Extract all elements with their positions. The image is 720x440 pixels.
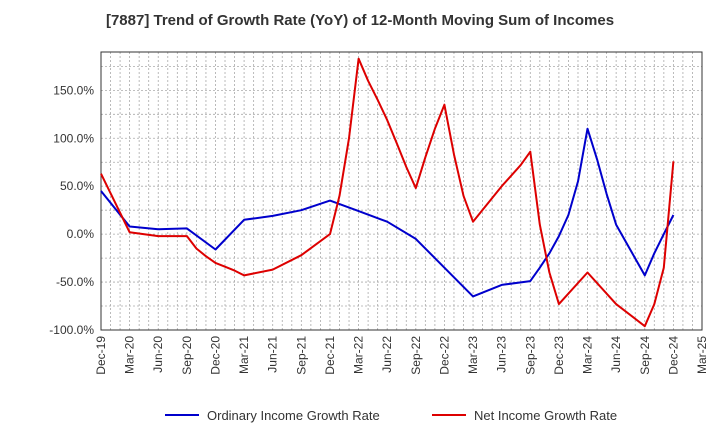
y-axis-ticks: -100.0% -50.0% 0.0% 50.0% 100.0% 150.0% bbox=[49, 83, 94, 337]
y-tick-label: 150.0% bbox=[53, 83, 94, 97]
x-tick-label: Jun-22 bbox=[380, 336, 394, 373]
x-tick-label: Sep-22 bbox=[409, 336, 423, 375]
x-tick-label: Sep-23 bbox=[523, 336, 537, 375]
x-tick-label: Dec-19 bbox=[94, 336, 108, 375]
y-tick-label: -100.0% bbox=[49, 323, 94, 337]
x-tick-label: Jun-23 bbox=[495, 336, 509, 373]
y-tick-label: 50.0% bbox=[60, 179, 94, 193]
x-tick-label: Sep-21 bbox=[294, 336, 308, 375]
x-tick-label: Dec-21 bbox=[323, 336, 337, 375]
y-tick-label: -50.0% bbox=[56, 275, 94, 289]
x-tick-label: Dec-20 bbox=[208, 336, 222, 375]
x-tick-label: Dec-24 bbox=[666, 336, 680, 375]
legend-item-net-income: Net Income Growth Rate bbox=[432, 404, 617, 426]
y-tick-label: 0.0% bbox=[67, 227, 95, 241]
x-axis-ticks: Dec-19 Mar-20 Jun-20 Sep-20 Dec-20 Mar-21 Jun-… bbox=[94, 336, 709, 375]
legend-swatch-ordinary-income bbox=[165, 414, 199, 416]
x-tick-label: Jun-20 bbox=[151, 336, 165, 373]
x-tick-label: Jun-21 bbox=[266, 336, 280, 373]
chart-title: [7887] Trend of Growth Rate (YoY) of 12-… bbox=[105, 12, 615, 29]
x-tick-label: Dec-23 bbox=[552, 336, 566, 375]
series-line-net-income bbox=[100, 57, 675, 328]
series-line-ordinary-income bbox=[100, 127, 675, 298]
x-tick-label: Mar-23 bbox=[466, 336, 480, 374]
x-tick-label: Mar-20 bbox=[123, 336, 137, 374]
x-tick-label: Mar-22 bbox=[352, 336, 366, 374]
x-tick-label: Jun-24 bbox=[609, 336, 623, 373]
x-tick-label: Dec-22 bbox=[437, 336, 451, 375]
series-lines bbox=[100, 57, 675, 328]
x-tick-label: Mar-25 bbox=[695, 336, 709, 374]
x-tick-label: Sep-24 bbox=[638, 336, 652, 375]
x-tick-label: Mar-21 bbox=[237, 336, 251, 374]
chart-legend: Ordinary Income Growth Rate Net Income G… bbox=[0, 404, 720, 426]
plot-area bbox=[101, 52, 702, 330]
y-tick-label: 100.0% bbox=[53, 131, 94, 145]
x-tick-label: Mar-24 bbox=[581, 336, 595, 374]
legend-label-net-income: Net Income Growth Rate bbox=[474, 407, 618, 423]
legend-item-ordinary-income: Ordinary Income Growth Rate bbox=[165, 404, 380, 426]
x-tick-label: Sep-20 bbox=[180, 336, 194, 375]
legend-label-ordinary-income: Ordinary Income Growth Rate bbox=[207, 407, 380, 423]
chart-grid bbox=[100, 52, 703, 331]
legend-swatch-net-income bbox=[432, 414, 466, 416]
